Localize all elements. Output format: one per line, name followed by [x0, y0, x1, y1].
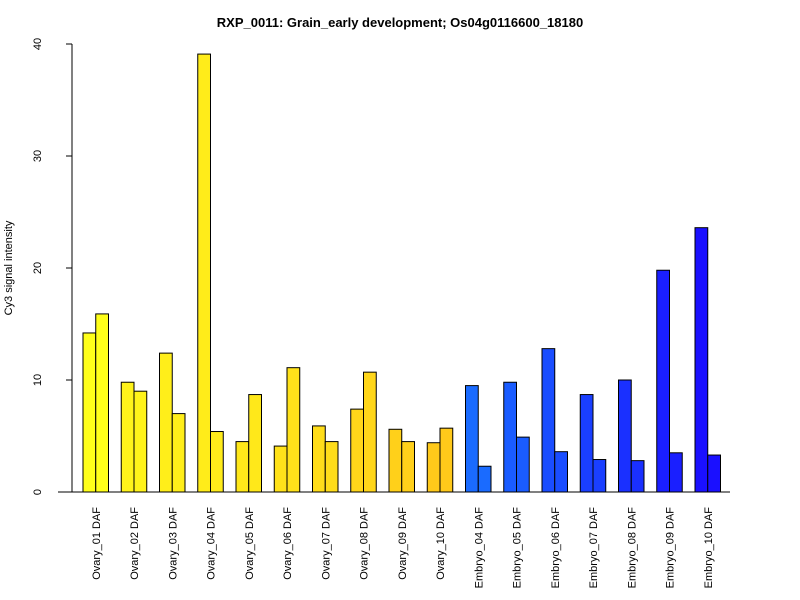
bar — [401, 441, 415, 493]
bar — [669, 452, 683, 493]
bar — [363, 371, 377, 493]
x-tick-label: Embryo_07 DAF — [588, 507, 600, 589]
bar — [210, 431, 224, 493]
y-axis-label: Cy3 signal intensity — [3, 220, 15, 315]
y-tick-label: 20 — [32, 262, 44, 274]
bar — [171, 413, 186, 493]
chart-title: RXP_0011: Grain_early development; Os04g… — [217, 15, 583, 30]
y-tick-label: 30 — [32, 150, 44, 162]
x-tick-label: Ovary_03 DAF — [167, 507, 179, 580]
x-tick-label: Ovary_05 DAF — [244, 507, 256, 580]
bar — [618, 379, 632, 493]
bar — [324, 441, 339, 493]
bar — [350, 408, 364, 493]
bar — [439, 427, 454, 493]
x-tick-label: Embryo_06 DAF — [550, 507, 562, 589]
bar — [388, 428, 403, 493]
bar — [694, 227, 709, 493]
x-tick-label: Embryo_05 DAF — [512, 507, 524, 589]
x-tick-label: Ovary_01 DAF — [91, 507, 103, 580]
bar — [707, 454, 721, 493]
bar — [159, 352, 173, 493]
x-tick-label: Embryo_08 DAF — [626, 507, 638, 589]
x-tick-label: Embryo_09 DAF — [665, 507, 677, 589]
bar — [465, 385, 479, 493]
bar — [82, 332, 97, 493]
bar — [503, 381, 517, 493]
bar — [541, 348, 556, 493]
bars — [82, 53, 721, 493]
x-tick-label: Ovary_10 DAF — [435, 507, 447, 580]
bar — [579, 394, 594, 493]
bar — [630, 460, 645, 493]
y-tick-label: 0 — [32, 489, 44, 495]
bar — [656, 269, 670, 493]
x-tick-label: Embryo_10 DAF — [703, 507, 715, 589]
y-axis: 0 10 20 30 40 — [32, 38, 73, 495]
x-tick-label: Embryo_04 DAF — [473, 507, 485, 589]
x-tick-label: Ovary_06 DAF — [282, 507, 294, 580]
bar — [554, 451, 568, 493]
x-tick-label: Ovary_02 DAF — [129, 507, 141, 580]
bar — [592, 459, 607, 493]
x-tick-label: Ovary_04 DAF — [206, 507, 218, 580]
bar — [312, 425, 326, 493]
x-tick-label: Ovary_09 DAF — [397, 507, 409, 580]
bar — [426, 442, 441, 493]
bar — [286, 367, 301, 493]
bar — [133, 390, 148, 493]
bar — [248, 394, 262, 493]
x-tick-label: Ovary_07 DAF — [320, 507, 332, 580]
bar — [235, 441, 250, 493]
x-tick-label: Ovary_08 DAF — [359, 507, 371, 580]
y-tick-label: 40 — [32, 38, 44, 50]
x-axis-labels: Ovary_01 DAF Ovary_02 DAF Ovary_03 DAF Ovar… — [91, 507, 715, 589]
bar — [120, 381, 135, 493]
bar — [197, 53, 211, 493]
bar — [516, 436, 530, 493]
bar — [95, 313, 109, 493]
bar — [273, 445, 288, 493]
y-tick-label: 10 — [32, 374, 44, 386]
bar — [477, 465, 492, 493]
